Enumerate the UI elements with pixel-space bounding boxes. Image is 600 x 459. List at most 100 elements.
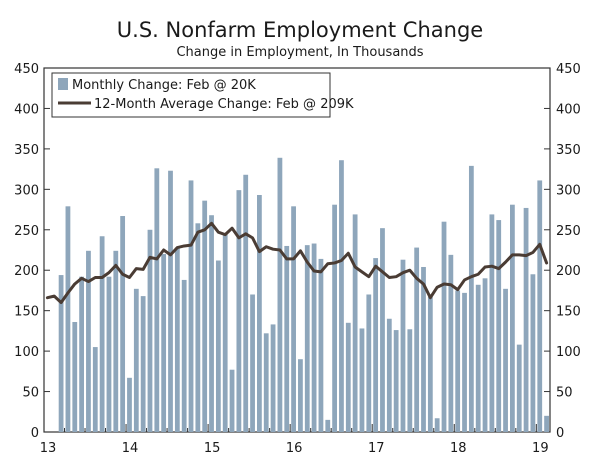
y-tick-label-right: 400 bbox=[556, 102, 581, 117]
y-tick-label-left: 450 bbox=[14, 62, 39, 77]
x-tick-label: 18 bbox=[450, 441, 467, 456]
y-axis-right: 0 50 100 150 200 250 300 350 400 450 bbox=[544, 62, 581, 441]
bar bbox=[263, 333, 269, 432]
bar bbox=[366, 294, 372, 432]
chart-title: U.S. Nonfarm Employment Change bbox=[117, 18, 483, 42]
bar bbox=[222, 233, 228, 432]
bar bbox=[99, 236, 105, 432]
bar bbox=[236, 190, 242, 432]
bar bbox=[475, 284, 481, 432]
average-line bbox=[45, 221, 549, 305]
legend: Monthly Change: Feb @ 20K 12-Month Avera… bbox=[51, 72, 354, 118]
x-tick-label: 15 bbox=[204, 441, 221, 456]
legend-label-line: 12-Month Average Change: Feb @ 209K bbox=[94, 97, 354, 112]
bar bbox=[209, 215, 214, 432]
y-tick-label-right: 300 bbox=[556, 183, 581, 198]
y-tick-label-left: 250 bbox=[14, 224, 39, 239]
x-tick-label: 17 bbox=[368, 441, 385, 456]
y-tick-label-right: 350 bbox=[556, 143, 581, 158]
y-tick-label-right: 150 bbox=[556, 305, 581, 320]
bar bbox=[291, 206, 296, 432]
bar bbox=[215, 260, 221, 432]
bar bbox=[332, 204, 338, 432]
bar-series bbox=[58, 157, 549, 433]
bar bbox=[441, 221, 447, 432]
bar bbox=[243, 174, 249, 433]
y-tick-label-left: 200 bbox=[14, 264, 39, 279]
bar bbox=[380, 228, 385, 432]
bar bbox=[120, 216, 126, 432]
y-tick-label-left: 350 bbox=[14, 143, 39, 158]
bar bbox=[79, 276, 85, 432]
bar bbox=[448, 254, 454, 432]
chart-subtitle: Change in Employment, In Thousands bbox=[176, 45, 423, 60]
bar bbox=[256, 194, 262, 432]
bar bbox=[421, 266, 426, 432]
bar bbox=[72, 321, 78, 432]
x-tick-label: 14 bbox=[122, 441, 139, 456]
bar bbox=[86, 250, 91, 432]
bar bbox=[298, 359, 303, 432]
plot-area bbox=[43, 67, 551, 433]
bar bbox=[147, 229, 153, 432]
bar bbox=[140, 296, 146, 432]
bar bbox=[462, 292, 467, 432]
bar bbox=[530, 274, 536, 432]
bar bbox=[489, 214, 495, 432]
bar bbox=[407, 329, 413, 432]
bar bbox=[174, 247, 180, 432]
bar bbox=[304, 245, 310, 432]
bar bbox=[482, 278, 488, 432]
bar bbox=[195, 223, 201, 432]
bar bbox=[339, 160, 344, 433]
legend-label-bar: Monthly Change: Feb @ 20K bbox=[72, 78, 256, 93]
y-tick-label-left: 100 bbox=[14, 345, 39, 360]
bar bbox=[544, 415, 549, 432]
bar bbox=[113, 250, 119, 432]
y-tick-label-left: 50 bbox=[22, 386, 39, 401]
bar bbox=[250, 294, 255, 432]
bar bbox=[92, 347, 98, 432]
bar bbox=[386, 318, 392, 432]
legend-box bbox=[51, 72, 331, 118]
bar bbox=[496, 220, 502, 432]
bar bbox=[509, 204, 515, 432]
bar bbox=[65, 206, 71, 432]
bar bbox=[133, 288, 139, 432]
bar bbox=[434, 418, 440, 432]
y-tick-label-right: 0 bbox=[556, 426, 564, 441]
bar bbox=[345, 322, 351, 432]
x-tick-label: 16 bbox=[286, 441, 303, 456]
bar bbox=[516, 344, 522, 432]
bar bbox=[106, 276, 112, 432]
bar bbox=[229, 369, 235, 432]
y-tick-label-right: 450 bbox=[556, 62, 581, 77]
y-tick-label-right: 250 bbox=[556, 224, 581, 239]
bar bbox=[427, 296, 433, 432]
bar bbox=[154, 168, 160, 432]
x-axis: 13 14 15 16 17 18 19 bbox=[40, 424, 549, 456]
y-tick-label-left: 0 bbox=[31, 426, 39, 441]
bar bbox=[468, 165, 474, 432]
y-tick-label-left: 150 bbox=[14, 305, 39, 320]
y-tick-label-right: 200 bbox=[556, 264, 581, 279]
bar bbox=[284, 245, 290, 432]
y-tick-label-left: 400 bbox=[14, 102, 39, 117]
bar bbox=[523, 207, 529, 432]
bar bbox=[537, 180, 543, 432]
bar bbox=[503, 288, 508, 432]
bar bbox=[58, 275, 64, 432]
bar bbox=[270, 324, 276, 432]
bar bbox=[400, 259, 406, 432]
x-tick-label: 13 bbox=[40, 441, 57, 456]
bar bbox=[127, 377, 132, 432]
x-tick-label: 19 bbox=[532, 441, 549, 456]
bar bbox=[277, 157, 283, 432]
bar bbox=[188, 180, 194, 432]
y-tick-label-left: 300 bbox=[14, 183, 39, 198]
bar bbox=[393, 330, 399, 432]
bar bbox=[318, 258, 324, 432]
y-axis-left: 0 50 100 150 200 250 300 350 400 450 bbox=[14, 62, 50, 441]
